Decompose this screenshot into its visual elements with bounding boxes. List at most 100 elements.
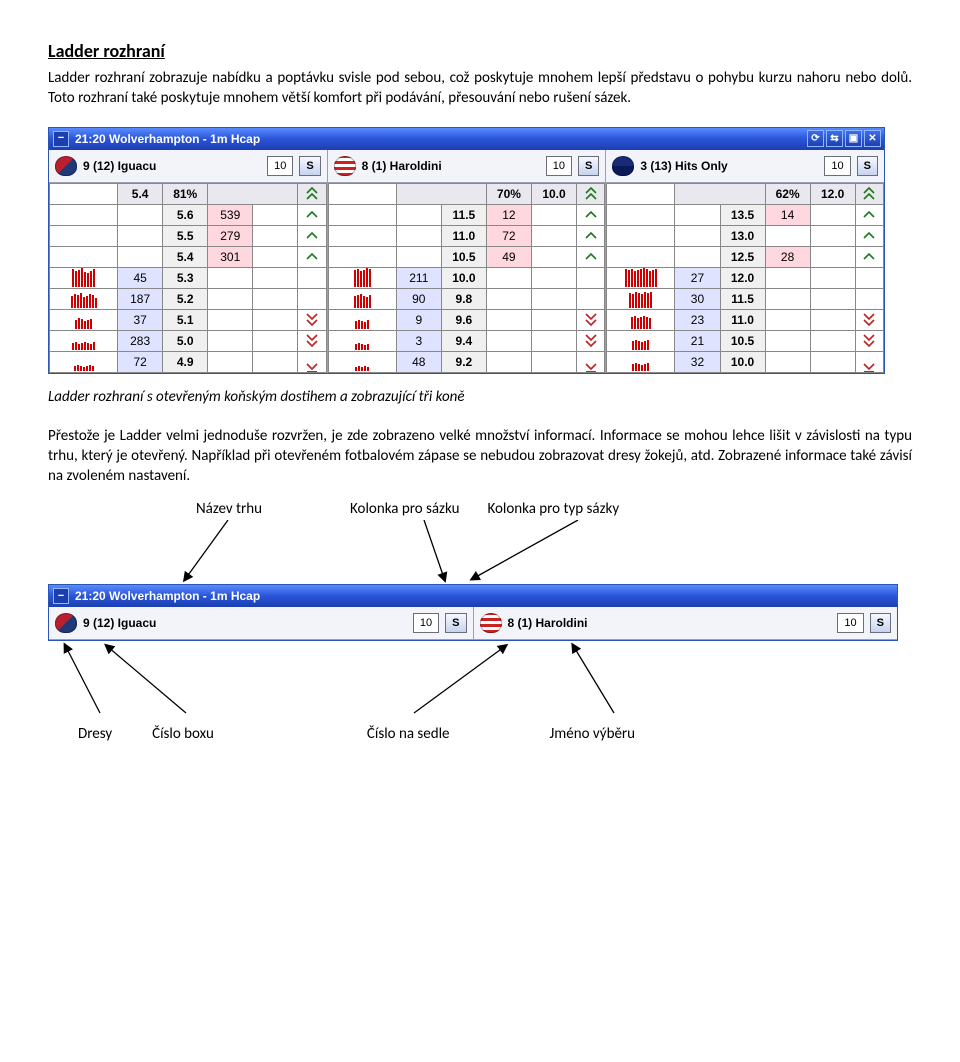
bet-type-button[interactable]: S (578, 156, 599, 176)
ladder-column: 62%12.013.51413.012.5282712.03011.52311.… (606, 183, 884, 373)
back-cell[interactable]: 3 (396, 330, 441, 351)
odds-cell[interactable]: 11.5 (720, 288, 765, 309)
lay-cell[interactable]: 301 (208, 246, 253, 267)
back-cell[interactable] (118, 246, 163, 267)
odds-cell[interactable]: 11.0 (441, 225, 486, 246)
stake-input[interactable]: 10 (267, 156, 293, 176)
odds-cell[interactable]: 12.0 (720, 267, 765, 288)
lay-cell[interactable] (765, 225, 810, 246)
lay-cell[interactable] (208, 288, 253, 309)
back-cell[interactable]: 90 (396, 288, 441, 309)
lay-cell[interactable]: 49 (486, 246, 531, 267)
odds-cell[interactable]: 5.6 (163, 204, 208, 225)
lay-cell[interactable]: 279 (208, 225, 253, 246)
back-cell[interactable]: 9 (396, 309, 441, 330)
odds-cell[interactable]: 4.9 (163, 351, 208, 372)
odds-cell[interactable]: 10.0 (441, 267, 486, 288)
back-cell[interactable]: 37 (118, 309, 163, 330)
back-cell[interactable] (396, 225, 441, 246)
back-cell[interactable]: 72 (118, 351, 163, 372)
lay-cell[interactable] (486, 288, 531, 309)
back-cell[interactable]: 283 (118, 330, 163, 351)
minus-icon[interactable]: − (53, 131, 69, 147)
stake-input[interactable]: 10 (546, 156, 572, 176)
odds-cell[interactable]: 10.5 (720, 330, 765, 351)
odds-cell[interactable]: 9.4 (441, 330, 486, 351)
stake-input[interactable]: 10 (837, 613, 863, 633)
bet-type-button[interactable]: S (445, 613, 466, 633)
back-cell[interactable] (675, 204, 720, 225)
lay-cell[interactable]: 72 (486, 225, 531, 246)
lay-cell[interactable] (486, 330, 531, 351)
back-cell[interactable] (675, 246, 720, 267)
odds-cell[interactable]: 13.0 (720, 225, 765, 246)
lay-cell[interactable] (208, 309, 253, 330)
lay-cell[interactable] (765, 309, 810, 330)
odds-cell[interactable]: 9.8 (441, 288, 486, 309)
volume-bars (607, 288, 675, 309)
lay-cell[interactable]: 539 (208, 204, 253, 225)
lay-cell[interactable] (486, 351, 531, 372)
tick-icon (855, 309, 883, 330)
odds-cell[interactable]: 5.4 (163, 246, 208, 267)
summary-odds: 10.0 (531, 183, 576, 204)
odds-cell[interactable]: 10.0 (720, 351, 765, 372)
odds-cell[interactable]: 10.5 (441, 246, 486, 267)
odds-cell[interactable]: 13.5 (720, 204, 765, 225)
swap-icon[interactable]: ⇆ (826, 130, 843, 147)
volume-bars (607, 225, 675, 246)
back-cell[interactable]: 27 (675, 267, 720, 288)
back-cell[interactable] (396, 246, 441, 267)
back-cell[interactable] (675, 225, 720, 246)
back-cell[interactable] (118, 204, 163, 225)
bottom-arrows (48, 641, 912, 719)
tick-icon (298, 288, 326, 309)
odds-cell[interactable]: 11.5 (441, 204, 486, 225)
odds-cell[interactable]: 9.6 (441, 309, 486, 330)
back-cell[interactable] (118, 225, 163, 246)
lay-cell[interactable]: 14 (765, 204, 810, 225)
lay-cell[interactable] (765, 267, 810, 288)
back-cell[interactable]: 45 (118, 267, 163, 288)
odds-cell[interactable]: 5.1 (163, 309, 208, 330)
lay-cell[interactable]: 28 (765, 246, 810, 267)
bet-type-button[interactable]: S (870, 613, 891, 633)
refresh-icon[interactable]: ⟳ (807, 130, 824, 147)
lay-cell[interactable] (208, 351, 253, 372)
bet-type-button[interactable]: S (857, 156, 878, 176)
odds-cell[interactable]: 5.2 (163, 288, 208, 309)
horse-name: 8 (1) Haroldini (362, 159, 442, 173)
odds-cell[interactable]: 12.5 (720, 246, 765, 267)
odds-cell[interactable]: 9.2 (441, 351, 486, 372)
odds-cell[interactable]: 11.0 (720, 309, 765, 330)
stake-input[interactable]: 10 (824, 156, 850, 176)
back-cell[interactable]: 48 (396, 351, 441, 372)
back-cell[interactable] (396, 204, 441, 225)
tick-icon (298, 183, 326, 204)
lay-cell[interactable] (486, 309, 531, 330)
minus-icon[interactable]: − (53, 588, 69, 604)
lay-cell[interactable] (208, 267, 253, 288)
close-icon[interactable]: ✕ (864, 130, 881, 147)
lay-cell[interactable] (486, 267, 531, 288)
lay-cell[interactable] (765, 330, 810, 351)
bet-type-button[interactable]: S (299, 156, 320, 176)
back-cell[interactable]: 32 (675, 351, 720, 372)
back-cell[interactable]: 211 (396, 267, 441, 288)
volume-bars (607, 351, 675, 372)
lay-cell[interactable]: 12 (486, 204, 531, 225)
lay-cell[interactable] (208, 330, 253, 351)
back-cell[interactable]: 23 (675, 309, 720, 330)
back-cell[interactable]: 187 (118, 288, 163, 309)
volume-bars (607, 204, 675, 225)
layout-icon[interactable]: ▣ (845, 130, 862, 147)
back-cell[interactable]: 21 (675, 330, 720, 351)
silk-icon (55, 613, 77, 633)
back-cell[interactable]: 30 (675, 288, 720, 309)
stake-input[interactable]: 10 (413, 613, 439, 633)
odds-cell[interactable]: 5.5 (163, 225, 208, 246)
lay-cell[interactable] (765, 351, 810, 372)
odds-cell[interactable]: 5.0 (163, 330, 208, 351)
lay-cell[interactable] (765, 288, 810, 309)
odds-cell[interactable]: 5.3 (163, 267, 208, 288)
